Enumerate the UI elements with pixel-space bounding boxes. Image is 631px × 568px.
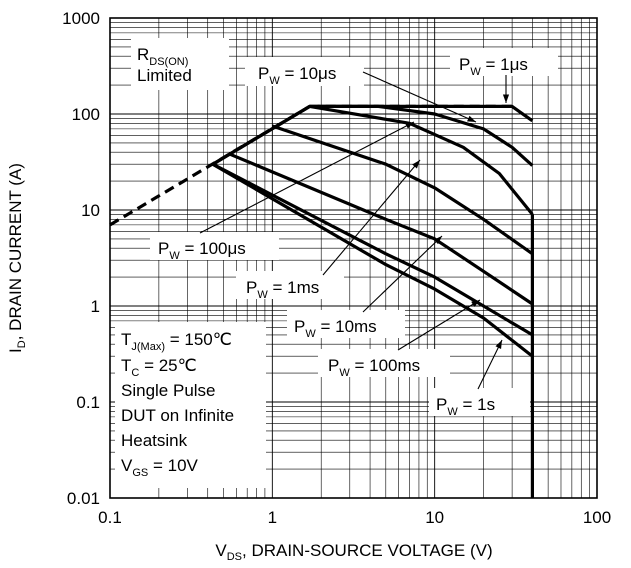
pw10ms-label-box bbox=[287, 310, 405, 338]
rds-label-box bbox=[131, 38, 229, 90]
series-line-5 bbox=[229, 152, 534, 306]
y-tick-label: 10 bbox=[81, 201, 100, 220]
pw100ms-label-box bbox=[318, 349, 450, 377]
pw-100us-arrow-head bbox=[405, 122, 414, 129]
pw-1us-arrow-head bbox=[502, 94, 510, 103]
pw-10ms-arrow-head bbox=[433, 236, 442, 245]
x-axis-label: VDS, DRAIN-SOURCE VOLTAGE (V) bbox=[215, 541, 492, 563]
series-line-6 bbox=[212, 162, 534, 337]
pw-100us-arrow bbox=[199, 121, 415, 234]
y-axis-label: ID, DRAIN CURRENT (A) bbox=[6, 163, 28, 353]
svg-text:Single Pulse: Single Pulse bbox=[121, 381, 216, 400]
conditions-box bbox=[115, 322, 266, 488]
pw-10us-label: PW = 10μs bbox=[258, 64, 336, 87]
series-lines bbox=[109, 104, 535, 498]
svg-text:TC = 25℃: TC = 25℃ bbox=[121, 356, 197, 379]
pw100us-label-box bbox=[150, 232, 279, 260]
pw1us-label-box bbox=[450, 48, 558, 76]
x-tick-label: 0.1 bbox=[98, 508, 122, 527]
y-tick-label: 100 bbox=[72, 105, 100, 124]
pw-10us-arrow-head bbox=[467, 115, 476, 122]
rds-limited-label: RDS(ON) Limited bbox=[137, 45, 192, 85]
pw-100us-label: PW = 100μs bbox=[158, 239, 246, 262]
x-tick-label: 100 bbox=[583, 508, 611, 527]
pointer-arrows bbox=[199, 71, 510, 390]
pw-1ms-arrow bbox=[322, 159, 421, 276]
pw-1ms-label: PW = 1ms bbox=[246, 278, 319, 301]
svg-text:VGS = 10V: VGS = 10V bbox=[121, 456, 199, 479]
plot-frame bbox=[109, 17, 598, 499]
svg-text:TJ(Max) = 150℃: TJ(Max) = 150℃ bbox=[121, 330, 232, 353]
pw10us-label-box bbox=[245, 57, 364, 86]
svg-text:RDS(ON): RDS(ON) bbox=[137, 45, 188, 68]
svg-text:DUT on Infinite: DUT on Infinite bbox=[121, 406, 234, 425]
series-line-7 bbox=[211, 162, 534, 358]
y-tick-label: 1 bbox=[91, 297, 100, 316]
x-tick-label: 10 bbox=[425, 508, 444, 527]
svg-text:Heatsink: Heatsink bbox=[121, 431, 188, 450]
pw-10ms-arrow bbox=[362, 235, 443, 313]
y-tick-label: 0.01 bbox=[67, 489, 100, 508]
x-tick-label: 1 bbox=[268, 508, 277, 527]
pw-100ms-arrow-head bbox=[471, 300, 480, 308]
series-line-2 bbox=[317, 104, 534, 167]
pw-10ms-label: PW = 10ms bbox=[294, 317, 377, 340]
rds-on-limit-line bbox=[109, 105, 311, 227]
pw1s-label-box bbox=[429, 388, 530, 416]
pw-1s-arrow-head bbox=[495, 340, 502, 349]
pw-1us-label: PW = 1μs bbox=[459, 55, 528, 78]
svg-text:Limited: Limited bbox=[137, 66, 192, 85]
pw-1s-label: PW = 1s bbox=[436, 395, 495, 418]
pw-1s-arrow bbox=[477, 339, 503, 390]
pw-100ms-arrow bbox=[397, 299, 481, 351]
pw1ms-label-box bbox=[236, 271, 344, 299]
pw-10us-arrow bbox=[362, 71, 477, 123]
y-tick-label: 1000 bbox=[62, 9, 100, 28]
pw-100ms-label: PW = 100ms bbox=[328, 356, 420, 379]
test-conditions-label: TJ(Max) = 150℃ TC = 25℃ Single Pulse DUT… bbox=[121, 330, 234, 479]
series-line-4 bbox=[271, 124, 534, 256]
y-tick-label: 0.1 bbox=[76, 393, 100, 412]
pw-1ms-arrow-head bbox=[412, 160, 420, 169]
